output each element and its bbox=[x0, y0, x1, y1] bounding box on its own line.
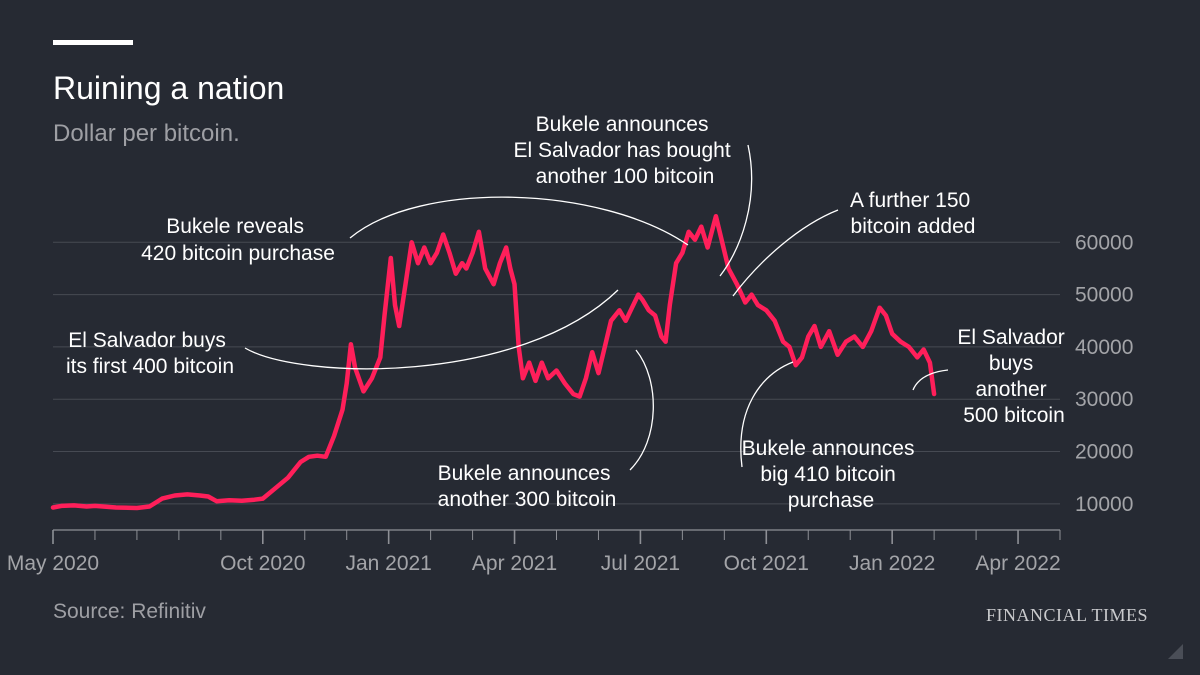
header-accent-bar bbox=[53, 40, 133, 45]
x-tick-label: Oct 2021 bbox=[724, 552, 809, 575]
leader-first-400 bbox=[244, 289, 619, 370]
leader-big-410 bbox=[740, 361, 794, 468]
y-axis: 10000 20000 30000 40000 50000 60000 bbox=[1075, 231, 1133, 516]
annotation-further-150: A further 150 bitcoin added bbox=[850, 189, 976, 238]
source-note: Source: Refinitiv bbox=[53, 600, 206, 623]
chart-title: Ruining a nation bbox=[53, 70, 285, 106]
x-tick-label: Apr 2022 bbox=[975, 552, 1060, 575]
x-tick-label: Jan 2022 bbox=[849, 552, 935, 575]
leader-another-500 bbox=[912, 369, 949, 391]
annotation-another-100: Bukele announces El Salvador has bought … bbox=[514, 113, 737, 188]
x-tick-label: Oct 2020 bbox=[220, 552, 305, 575]
chart-subtitle: Dollar per bitcoin. bbox=[53, 120, 240, 147]
y-tick-label: 30000 bbox=[1075, 388, 1133, 411]
x-axis: May 2020 Oct 2020 Jan 2021 Apr 2021 Jul 2021… bbox=[7, 529, 1061, 575]
gridlines bbox=[53, 241, 1060, 505]
x-tick-label: May 2020 bbox=[7, 552, 99, 575]
annotation-big-410: Bukele announces big 410 bitcoin purchas… bbox=[742, 437, 921, 512]
leader-another-100 bbox=[719, 144, 753, 277]
ft-logo-text: FINANCIAL TIMES bbox=[985, 605, 1148, 625]
leader-reveals-420 bbox=[349, 196, 689, 246]
y-tick-label: 40000 bbox=[1075, 336, 1133, 359]
series-line-bitcoin-price bbox=[50, 213, 937, 511]
y-tick-label: 20000 bbox=[1075, 441, 1133, 464]
annotation-another-500: El Salvador buys another 500 bitcoin bbox=[957, 326, 1070, 427]
annotation-leader-lines bbox=[244, 144, 949, 471]
y-tick-label: 50000 bbox=[1075, 284, 1133, 307]
annotation-first-400: El Salvador buys its first 400 bitcoin bbox=[66, 329, 234, 378]
y-tick-label: 10000 bbox=[1075, 493, 1133, 516]
x-tick-label: Jan 2021 bbox=[345, 552, 431, 575]
x-tick-label: Jul 2021 bbox=[601, 552, 680, 575]
y-tick-label: 60000 bbox=[1075, 231, 1133, 254]
annotation-another-300: Bukele announces another 300 bitcoin bbox=[438, 462, 617, 511]
annotations: El Salvador buys its first 400 bitcoin B… bbox=[66, 113, 1070, 512]
leader-another-300 bbox=[629, 349, 654, 471]
x-tick-label: Apr 2021 bbox=[472, 552, 557, 575]
leader-further-150 bbox=[732, 209, 839, 297]
annotation-reveals-420: Bukele reveals 420 bitcoin purchase bbox=[141, 215, 335, 265]
